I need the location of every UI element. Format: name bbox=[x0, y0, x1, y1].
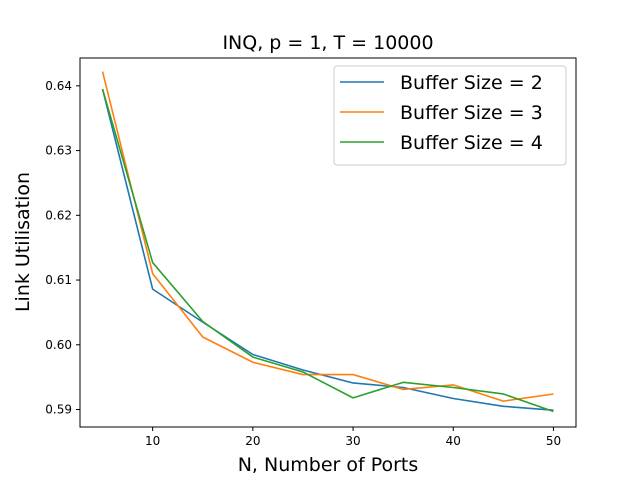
plot-frame bbox=[79, 57, 577, 428]
plot-lines bbox=[101, 71, 554, 413]
y-tick-label: 0.59 bbox=[45, 403, 72, 417]
x-axis-label: N, Number of Ports bbox=[238, 454, 419, 476]
y-tick-label: 0.61 bbox=[45, 273, 72, 287]
y-tick-label: 0.63 bbox=[45, 144, 72, 158]
series-line-3 bbox=[101, 88, 554, 413]
series-line-2 bbox=[101, 71, 554, 402]
legend: Buffer Size = 2 Buffer Size = 3 Buffer Siz… bbox=[333, 65, 567, 166]
y-axis-label: Link Utilisation bbox=[12, 172, 34, 312]
x-tick-label: 30 bbox=[345, 434, 360, 448]
legend-label-3: Buffer Size = 4 bbox=[400, 132, 543, 154]
y-tick-label: 0.62 bbox=[45, 208, 72, 222]
x-tick-label: 20 bbox=[245, 434, 260, 448]
x-tick-label: 40 bbox=[446, 434, 461, 448]
legend-box bbox=[333, 65, 567, 166]
legend-label-1: Buffer Size = 2 bbox=[400, 72, 543, 94]
chart-title: INQ, p = 1, T = 10000 bbox=[222, 32, 433, 54]
legend-label-2: Buffer Size = 3 bbox=[400, 102, 543, 124]
x-axis-ticks: 10 20 30 40 50 bbox=[145, 427, 561, 448]
y-tick-label: 0.60 bbox=[45, 338, 72, 352]
y-axis-ticks: 0.59 0.60 0.61 0.62 0.63 0.64 bbox=[45, 79, 80, 417]
x-tick-label: 50 bbox=[546, 434, 561, 448]
x-tick-label: 10 bbox=[145, 434, 160, 448]
y-tick-label: 0.64 bbox=[45, 79, 72, 93]
